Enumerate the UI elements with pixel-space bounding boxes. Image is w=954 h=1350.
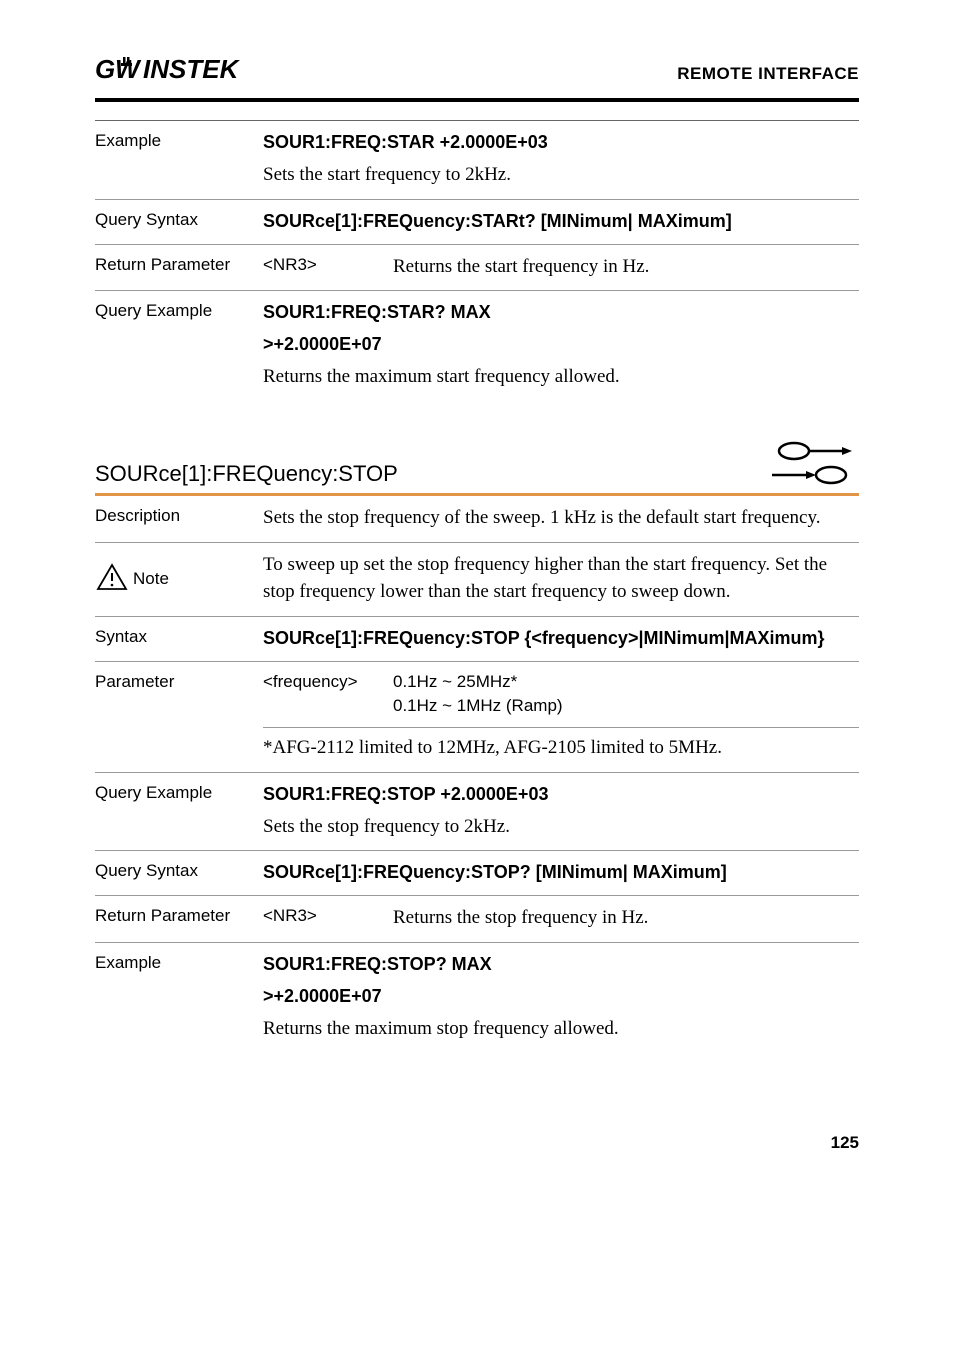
description-text: Returns the maximum stop frequency allow…: [263, 1015, 859, 1043]
header-title: REMOTE INTERFACE: [677, 64, 859, 84]
row-content: <frequency> 0.1Hz ~ 25MHz* 0.1Hz ~ 1MHz …: [263, 670, 859, 762]
svg-text:INSTEK: INSTEK: [143, 55, 241, 84]
row-label: Syntax: [95, 625, 263, 651]
description-text: Sets the start frequency to 2kHz.: [263, 161, 859, 189]
description-text: Sets the stop frequency of the sweep. 1 …: [263, 504, 859, 532]
warning-icon: [95, 562, 129, 597]
row-content: <NR3> Returns the stop frequency in Hz.: [263, 904, 859, 932]
row-content: SOUR1:FREQ:STAR? MAX >+2.0000E+07 Return…: [263, 299, 859, 391]
param-type: <NR3>: [263, 253, 393, 281]
row-label: Description: [95, 504, 263, 532]
example-row: Example SOUR1:FREQ:STAR +2.0000E+03 Sets…: [95, 121, 859, 200]
return-parameter-row: Return Parameter <NR3> Returns the start…: [95, 245, 859, 292]
row-label: Example: [95, 951, 263, 1043]
query-example-row: Query Example SOUR1:FREQ:STOP +2.0000E+0…: [95, 773, 859, 852]
row-content: <NR3> Returns the start frequency in Hz.: [263, 253, 859, 281]
example-row: Example SOUR1:FREQ:STOP? MAX >+2.0000E+0…: [95, 943, 859, 1053]
return-parameter-row: Return Parameter <NR3> Returns the stop …: [95, 896, 859, 943]
row-label: Query Example: [95, 299, 263, 391]
svg-text:G: G: [95, 55, 116, 84]
row-label: Return Parameter: [95, 253, 263, 281]
parameter-row: Parameter <frequency> 0.1Hz ~ 25MHz* 0.1…: [95, 662, 859, 773]
description-row: Description Sets the stop frequency of t…: [95, 496, 859, 543]
response-text: >+2.0000E+07: [263, 983, 859, 1009]
row-label: Query Example: [95, 781, 263, 841]
param-range: 0.1Hz ~ 25MHz* 0.1Hz ~ 1MHz (Ramp): [393, 670, 563, 719]
page-number: 125: [95, 1133, 859, 1153]
param-line1: 0.1Hz ~ 25MHz*: [393, 670, 563, 695]
syntax-text: SOURce[1]:FREQuency:STOP {<frequency>|MI…: [263, 625, 859, 651]
row-content: SOUR1:FREQ:STAR +2.0000E+03 Sets the sta…: [263, 129, 859, 189]
row-content: SOURce[1]:FREQuency:STOP {<frequency>|MI…: [263, 625, 859, 651]
row-label: Query Syntax: [95, 859, 263, 885]
param-desc: Returns the start frequency in Hz.: [393, 253, 649, 281]
row-label: Note: [95, 551, 263, 606]
command-text: SOUR1:FREQ:STOP? MAX: [263, 951, 859, 977]
syntax-text: SOURce[1]:FREQuency:STARt? [MINimum| MAX…: [263, 208, 859, 234]
row-label: Query Syntax: [95, 208, 263, 234]
description-text: Returns the maximum start frequency allo…: [263, 363, 859, 391]
footnote-text: *AFG-2112 limited to 12MHz, AFG-2105 lim…: [263, 734, 859, 762]
param-line2: 0.1Hz ~ 1MHz (Ramp): [393, 694, 563, 719]
param-name: <frequency>: [263, 670, 393, 719]
row-label: Example: [95, 129, 263, 189]
param-desc: Returns the stop frequency in Hz.: [393, 904, 648, 932]
response-text: >+2.0000E+07: [263, 331, 859, 357]
row-content: SOURce[1]:FREQuency:STOP? [MINimum| MAXi…: [263, 859, 859, 885]
row-content: SOUR1:FREQ:STOP? MAX >+2.0000E+07 Return…: [263, 951, 859, 1043]
row-content: SOURce[1]:FREQuency:STARt? [MINimum| MAX…: [263, 208, 859, 234]
syntax-text: SOURce[1]:FREQuency:STOP? [MINimum| MAXi…: [263, 859, 859, 885]
set-query-icon: [764, 439, 859, 487]
note-label-text: Note: [133, 569, 169, 589]
row-content: SOUR1:FREQ:STOP +2.0000E+03 Sets the sto…: [263, 781, 859, 841]
query-syntax-row: Query Syntax SOURce[1]:FREQuency:STARt? …: [95, 200, 859, 245]
description-text: Sets the stop frequency to 2kHz.: [263, 813, 859, 841]
syntax-row: Syntax SOURce[1]:FREQuency:STOP {<freque…: [95, 617, 859, 662]
query-syntax-row: Query Syntax SOURce[1]:FREQuency:STOP? […: [95, 851, 859, 896]
query-example-row: Query Example SOUR1:FREQ:STAR? MAX >+2.0…: [95, 291, 859, 401]
row-label: Parameter: [95, 670, 263, 762]
command-text: SOUR1:FREQ:STOP +2.0000E+03: [263, 781, 859, 807]
command-text: SOUR1:FREQ:STAR +2.0000E+03: [263, 129, 859, 155]
note-text: To sweep up set the stop frequency highe…: [263, 551, 859, 606]
section-title: SOURce[1]:FREQuency:STOP: [95, 461, 398, 487]
row-label: Return Parameter: [95, 904, 263, 932]
brand-logo: G W INSTEK: [95, 55, 265, 92]
page-header: G W INSTEK REMOTE INTERFACE: [95, 55, 859, 102]
note-row: Note To sweep up set the stop frequency …: [95, 543, 859, 617]
section-heading: SOURce[1]:FREQuency:STOP: [95, 409, 859, 496]
param-type: <NR3>: [263, 904, 393, 932]
command-text: SOUR1:FREQ:STAR? MAX: [263, 299, 859, 325]
